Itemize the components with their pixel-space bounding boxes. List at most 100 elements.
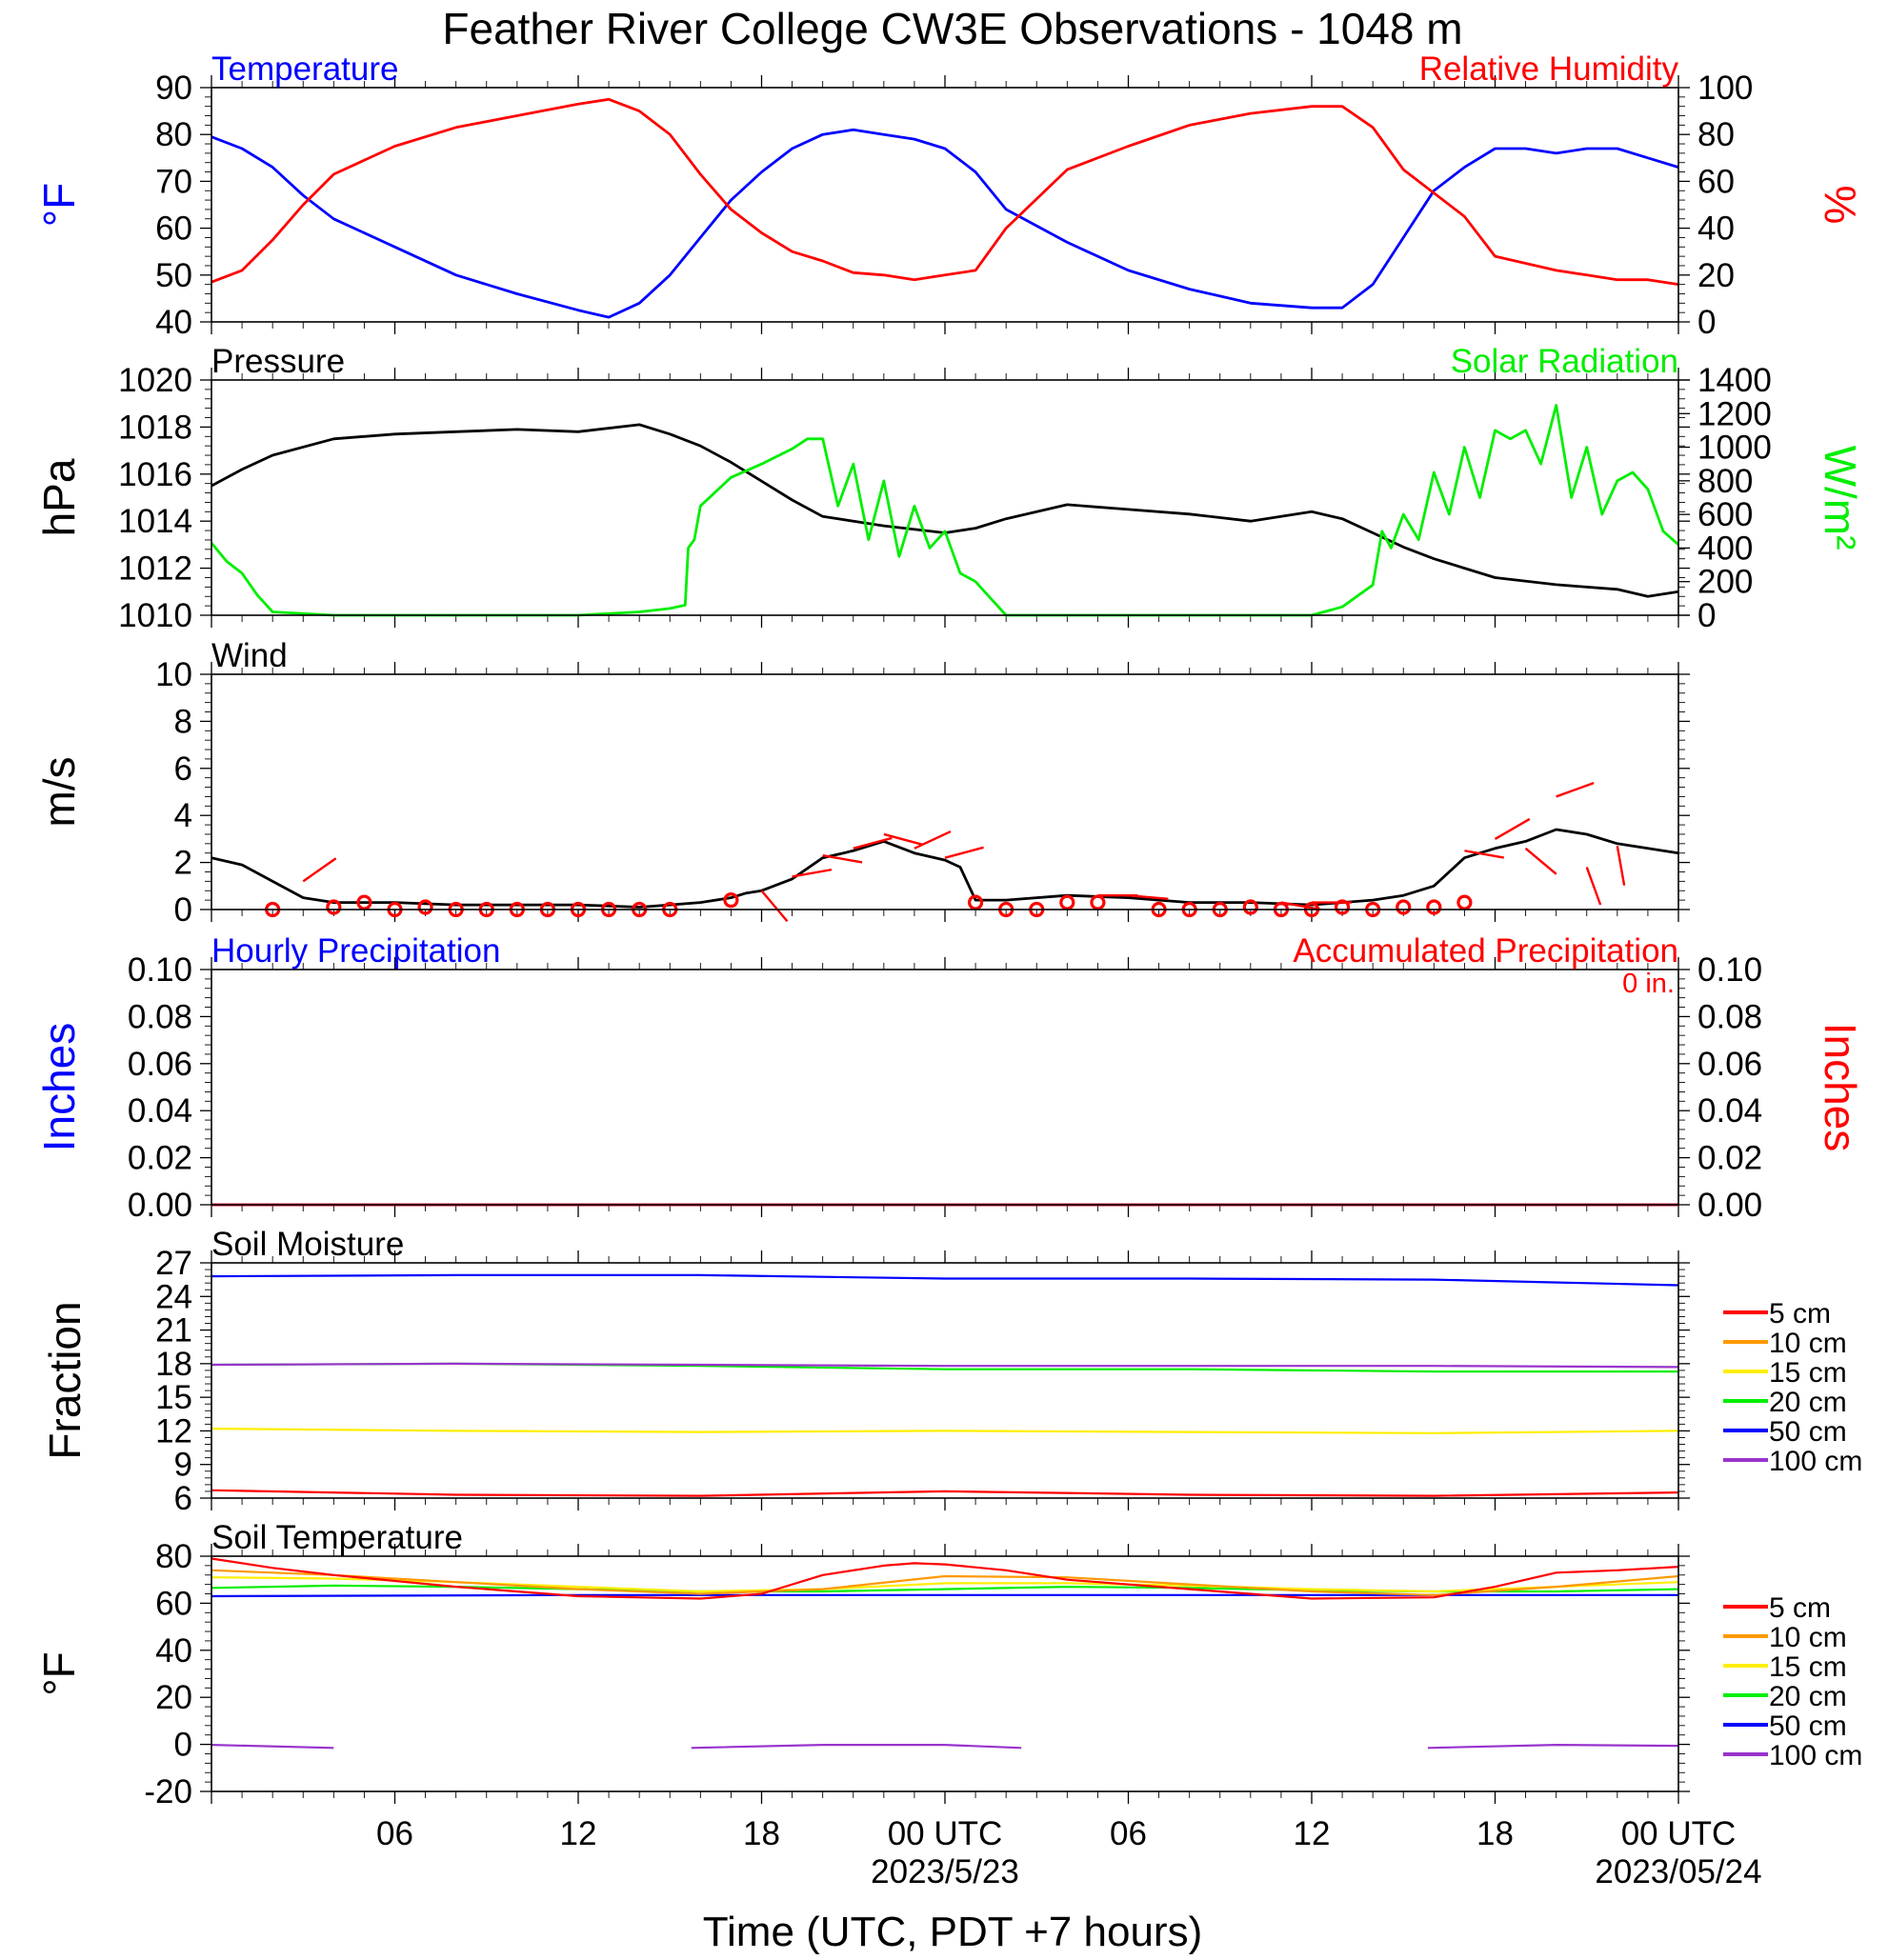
y-tick-label: 21 — [155, 1312, 192, 1350]
series-relative-humidity — [211, 97, 1679, 286]
panel-frame — [211, 1262, 1679, 1499]
wind-barb — [853, 836, 893, 850]
legend-label: 15 cm — [1769, 1357, 1847, 1389]
y-right-tick-label: 0.06 — [1697, 1046, 1762, 1083]
y-right-tick-label: 0.10 — [1697, 951, 1762, 989]
panel-title-right: Solar Radiation — [1451, 343, 1678, 380]
series-15-cm — [211, 1428, 1679, 1434]
y-axis-label-right: % — [1816, 186, 1865, 225]
wind-barb — [792, 868, 833, 878]
y-right-tick-label: 0 — [1697, 304, 1716, 341]
legend-label: 100 cm — [1769, 1446, 1862, 1477]
wind-barb — [302, 857, 337, 883]
y-axis-label-right: W/m² — [1816, 446, 1865, 550]
panel-frame — [211, 673, 1679, 910]
series-5-cm — [211, 1557, 1679, 1600]
y-tick-label: 15 — [155, 1379, 192, 1416]
wind-barb — [822, 854, 863, 864]
calm-marker — [1090, 894, 1106, 910]
series-100-cm — [211, 1362, 1679, 1369]
calm-marker — [1396, 899, 1412, 915]
y-axis-label: m/s — [34, 756, 84, 827]
calm-marker — [417, 899, 433, 915]
y-tick-label: 8 — [174, 703, 192, 740]
legend-label: 10 cm — [1769, 1622, 1847, 1653]
panel-title-left: Hourly Precipitation — [211, 932, 500, 970]
y-tick-label: 18 — [155, 1346, 192, 1383]
series-temperature — [211, 128, 1679, 319]
calm-marker — [1426, 899, 1442, 915]
x-tick-label: 18 — [1476, 1815, 1514, 1852]
y-tick-label: 9 — [174, 1447, 192, 1484]
x-tick-label: 00 UTC — [1621, 1815, 1737, 1852]
y-tick-label: 80 — [155, 1538, 192, 1575]
legend-label: 20 cm — [1769, 1681, 1847, 1712]
y-right-tick-label: 80 — [1697, 116, 1735, 153]
y-right-tick-label: 400 — [1697, 530, 1753, 567]
y-tick-label: 60 — [155, 1585, 192, 1622]
wind-barb — [883, 832, 923, 846]
x-axis-title: Time (UTC, PDT +7 hours) — [703, 1909, 1202, 1955]
y-right-tick-label: 1000 — [1697, 430, 1772, 467]
y-right-tick-label: 40 — [1697, 210, 1735, 248]
legend-label: 10 cm — [1769, 1328, 1847, 1359]
calm-marker — [967, 894, 984, 910]
wind-barb — [1494, 817, 1531, 840]
panel-title-left: Soil Moisture — [211, 1226, 404, 1263]
y-right-tick-label: 100 — [1697, 70, 1753, 107]
calm-marker — [1334, 899, 1351, 915]
legend-label: 50 cm — [1769, 1416, 1847, 1448]
y-tick-label: 0 — [174, 891, 192, 929]
panel-title-left: Temperature — [211, 50, 398, 88]
panel-3: 0.00 0.02 0.04 0.06 0.08 0.10 0.00 0.02 0.04 0.06… — [34, 932, 1865, 1224]
series-pressure — [211, 423, 1679, 598]
x-tick-label: 12 — [560, 1815, 597, 1852]
y-tick-label: 40 — [155, 304, 192, 341]
y-tick-label: 4 — [174, 797, 192, 834]
wind-barb — [1585, 867, 1602, 906]
y-axis-label: Fraction — [40, 1301, 90, 1459]
y-tick-label: 90 — [155, 70, 192, 107]
wind-barb — [1616, 846, 1626, 886]
wind-barb — [944, 846, 984, 859]
panel-0: 40 50 60 70 80 90 0 20 40 60 80 100 Temperature Relat… — [34, 50, 1865, 341]
calm-marker — [1059, 894, 1075, 910]
x-tick-label: 06 — [1110, 1815, 1147, 1852]
y-right-tick-label: 800 — [1697, 463, 1753, 500]
y-tick-label: 1018 — [118, 409, 192, 446]
calm-marker — [1456, 894, 1473, 910]
y-tick-label: 24 — [155, 1278, 192, 1315]
series-10-cm — [211, 1569, 1679, 1596]
wind-barb — [1556, 781, 1595, 798]
panel-1: 1010 1012 1014 1016 1018 1020 0200400600800100… — [34, 343, 1865, 634]
legend-label: 5 cm — [1769, 1592, 1831, 1624]
chart-title: Feather River College CW3E Observations … — [442, 4, 1462, 53]
y-right-tick-label: 0.00 — [1697, 1187, 1762, 1224]
y-right-tick-label: 0.08 — [1697, 998, 1762, 1035]
series-50-cm — [211, 1273, 1679, 1287]
y-tick-label: 1014 — [118, 503, 192, 540]
y-tick-label: 0.10 — [128, 951, 192, 989]
y-tick-label: 80 — [155, 116, 192, 153]
panel-frame — [211, 87, 1679, 323]
panel-title-right: Accumulated Precipitation — [1293, 932, 1678, 970]
y-tick-label: 10 — [155, 656, 192, 693]
calm-marker — [723, 892, 739, 909]
y-right-tick-label: 600 — [1697, 496, 1753, 533]
precip-total: 0 in. — [1622, 969, 1675, 999]
y-tick-label: 0.08 — [128, 998, 192, 1035]
y-tick-label: -20 — [144, 1773, 192, 1810]
series-50-cm — [211, 1593, 1678, 1598]
y-axis-label: hPa — [34, 458, 84, 536]
x-tick-label: 00 UTC — [888, 1815, 1003, 1852]
y-right-tick-label: 1400 — [1697, 362, 1772, 399]
x-date-label: 2023/05/24 — [1595, 1853, 1761, 1890]
y-tick-label: 60 — [155, 210, 192, 248]
wind-barb — [760, 890, 789, 923]
x-tick-label: 12 — [1294, 1815, 1331, 1852]
calm-marker — [1242, 899, 1258, 915]
